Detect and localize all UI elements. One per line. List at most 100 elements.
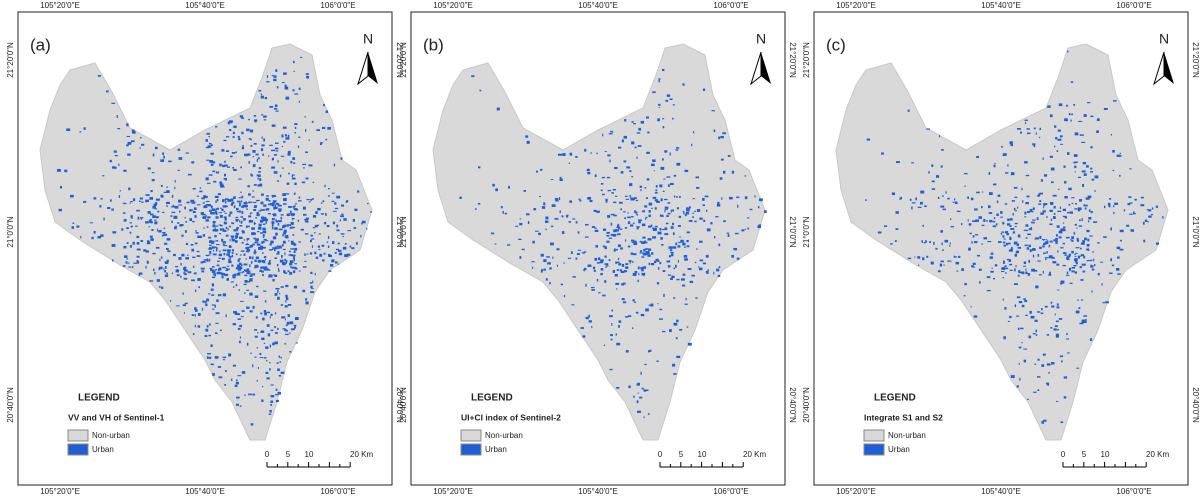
urban-patch <box>133 242 135 245</box>
urban-patch <box>561 284 563 286</box>
urban-patch <box>238 318 241 320</box>
urban-patch <box>328 195 330 196</box>
urban-patch <box>1006 243 1008 246</box>
urban-patch <box>1078 177 1081 178</box>
urban-patch <box>181 235 183 237</box>
urban-patch <box>333 222 335 225</box>
urban-patch <box>310 199 312 201</box>
urban-patch <box>222 165 225 167</box>
urban-patch <box>1017 244 1019 246</box>
urban-patch <box>1026 237 1028 238</box>
urban-patch <box>604 280 606 283</box>
urban-patch <box>221 149 224 151</box>
urban-patch <box>141 240 144 242</box>
urban-patch <box>278 160 279 162</box>
urban-patch <box>273 222 274 224</box>
urban-patch <box>162 232 165 234</box>
urban-patch <box>91 237 93 239</box>
urban-patch <box>259 353 261 355</box>
urban-patch <box>1087 260 1090 261</box>
urban-patch <box>572 276 576 277</box>
urban-patch <box>232 167 234 169</box>
urban-patch <box>260 357 264 358</box>
urban-patch <box>192 314 195 316</box>
urban-patch <box>694 211 696 212</box>
urban-patch <box>342 236 343 237</box>
urban-patch <box>209 323 211 325</box>
urban-patch <box>131 217 133 219</box>
urban-patch <box>319 233 321 234</box>
urban-patch <box>540 169 542 171</box>
urban-patch <box>545 217 548 220</box>
urban-patch <box>662 229 665 230</box>
urban-patch <box>101 198 103 199</box>
urban-patch <box>341 157 343 159</box>
urban-patch <box>207 226 209 228</box>
urban-patch <box>1081 142 1085 143</box>
urban-patch <box>1120 230 1124 232</box>
urban-patch <box>250 145 252 147</box>
urban-patch <box>645 308 649 311</box>
urban-patch <box>248 202 252 203</box>
urban-patch <box>1061 281 1065 284</box>
urban-patch <box>334 202 336 204</box>
urban-patch <box>659 262 661 264</box>
urban-patch <box>291 267 295 269</box>
urban-patch <box>130 232 132 234</box>
urban-patch <box>1005 268 1008 269</box>
urban-patch <box>306 199 309 200</box>
urban-patch <box>230 212 233 214</box>
urban-patch <box>248 119 250 120</box>
urban-patch <box>292 234 294 236</box>
urban-patch <box>723 171 725 174</box>
urban-patch <box>629 170 631 172</box>
urban-patch <box>1079 307 1081 309</box>
urban-patch <box>687 326 689 327</box>
urban-patch <box>208 293 211 294</box>
urban-patch <box>286 193 289 194</box>
urban-patch <box>1050 156 1053 158</box>
urban-patch <box>1074 208 1077 209</box>
urban-patch <box>1140 204 1144 206</box>
urban-patch <box>625 227 627 229</box>
urban-patch <box>106 90 109 92</box>
urban-patch <box>605 263 609 265</box>
urban-patch <box>1067 256 1070 258</box>
urban-patch <box>1063 166 1065 168</box>
urban-patch <box>180 276 182 278</box>
urban-patch <box>549 282 550 285</box>
urban-patch <box>294 251 296 253</box>
urban-patch <box>236 380 238 382</box>
urban-patch <box>291 328 295 330</box>
urban-patch <box>651 208 652 209</box>
urban-patch <box>294 183 296 185</box>
urban-patch <box>214 235 216 237</box>
urban-patch <box>908 258 912 259</box>
urban-patch <box>184 278 188 280</box>
urban-patch <box>172 195 173 198</box>
urban-patch <box>353 219 355 222</box>
urban-patch <box>1058 189 1060 190</box>
urban-patch <box>1051 362 1054 364</box>
map-panel: (a)NLEGENDVV and VH of Sentinel-1Non-urb… <box>6 1 404 496</box>
urban-patch <box>123 170 126 172</box>
urban-patch <box>1053 328 1056 330</box>
urban-patch <box>682 285 685 287</box>
urban-patch <box>237 201 241 202</box>
urban-patch <box>609 238 612 239</box>
urban-patch <box>1074 232 1075 235</box>
urban-patch <box>214 273 216 276</box>
urban-patch <box>640 372 641 375</box>
urban-patch <box>1057 289 1059 290</box>
urban-patch <box>1045 306 1048 308</box>
urban-patch <box>244 239 245 241</box>
urban-patch <box>655 199 658 201</box>
urban-patch <box>225 178 227 180</box>
urban-patch <box>166 186 167 187</box>
urban-patch <box>1022 271 1025 274</box>
latitude-label-left: 21°20'0"N <box>802 42 811 78</box>
urban-patch <box>266 221 267 224</box>
urban-patch <box>1003 261 1005 264</box>
urban-patch <box>226 136 229 137</box>
urban-patch <box>1102 283 1103 286</box>
